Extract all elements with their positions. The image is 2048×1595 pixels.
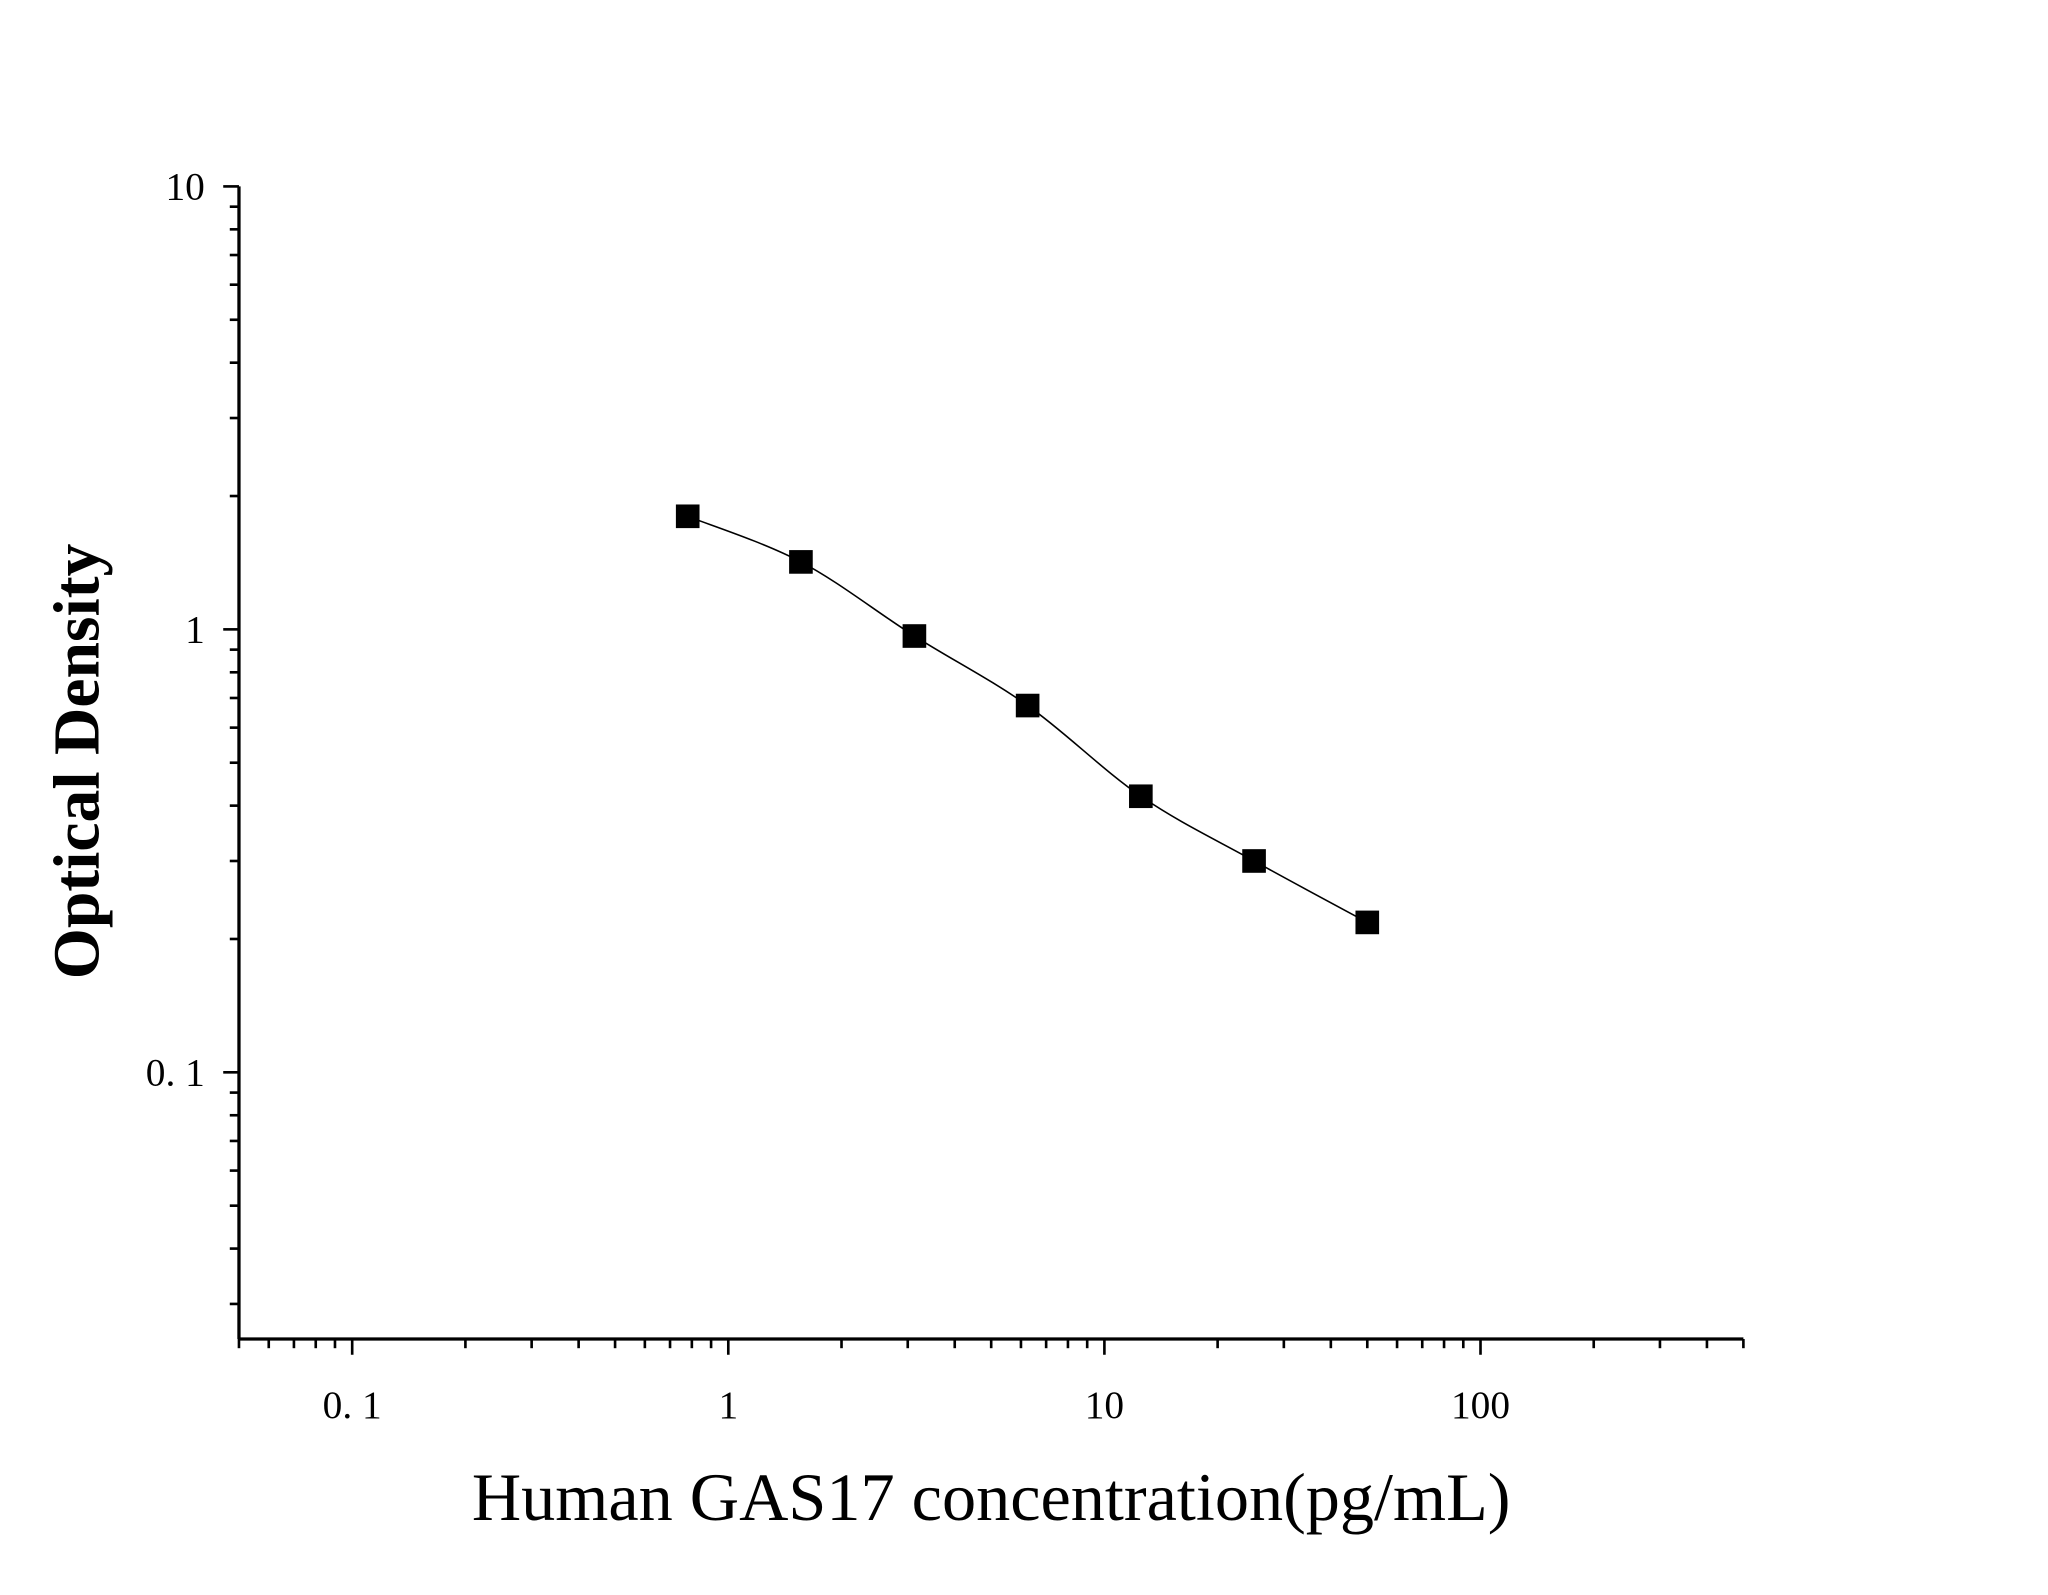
y-axis-label: Optical Density — [42, 543, 114, 979]
tick-marks — [223, 185, 1745, 1355]
axes — [237, 186, 1744, 1341]
data-point — [902, 624, 927, 648]
y-tick-label: 1 — [185, 607, 205, 651]
data-point — [789, 550, 813, 574]
data-points — [675, 504, 1380, 935]
x-tick-label: 0. 1 — [323, 1383, 382, 1427]
x-tick-label: 100 — [1451, 1383, 1510, 1427]
x-tick-label: 1 — [718, 1383, 738, 1427]
x-tick-label: 10 — [1085, 1383, 1124, 1427]
data-point — [1015, 693, 1040, 718]
data-point — [675, 504, 700, 529]
x-axis-label: Human GAS17 concentration(pg/mL) — [472, 1459, 1511, 1535]
data-point — [1129, 784, 1153, 809]
tick-labels: 0. 1 1 10 100 10 1 0. 1 — [146, 165, 1510, 1427]
y-tick-label: 10 — [165, 165, 204, 209]
data-point — [1355, 910, 1380, 935]
y-tick-label: 0. 1 — [146, 1050, 205, 1094]
data-point — [1242, 849, 1266, 873]
